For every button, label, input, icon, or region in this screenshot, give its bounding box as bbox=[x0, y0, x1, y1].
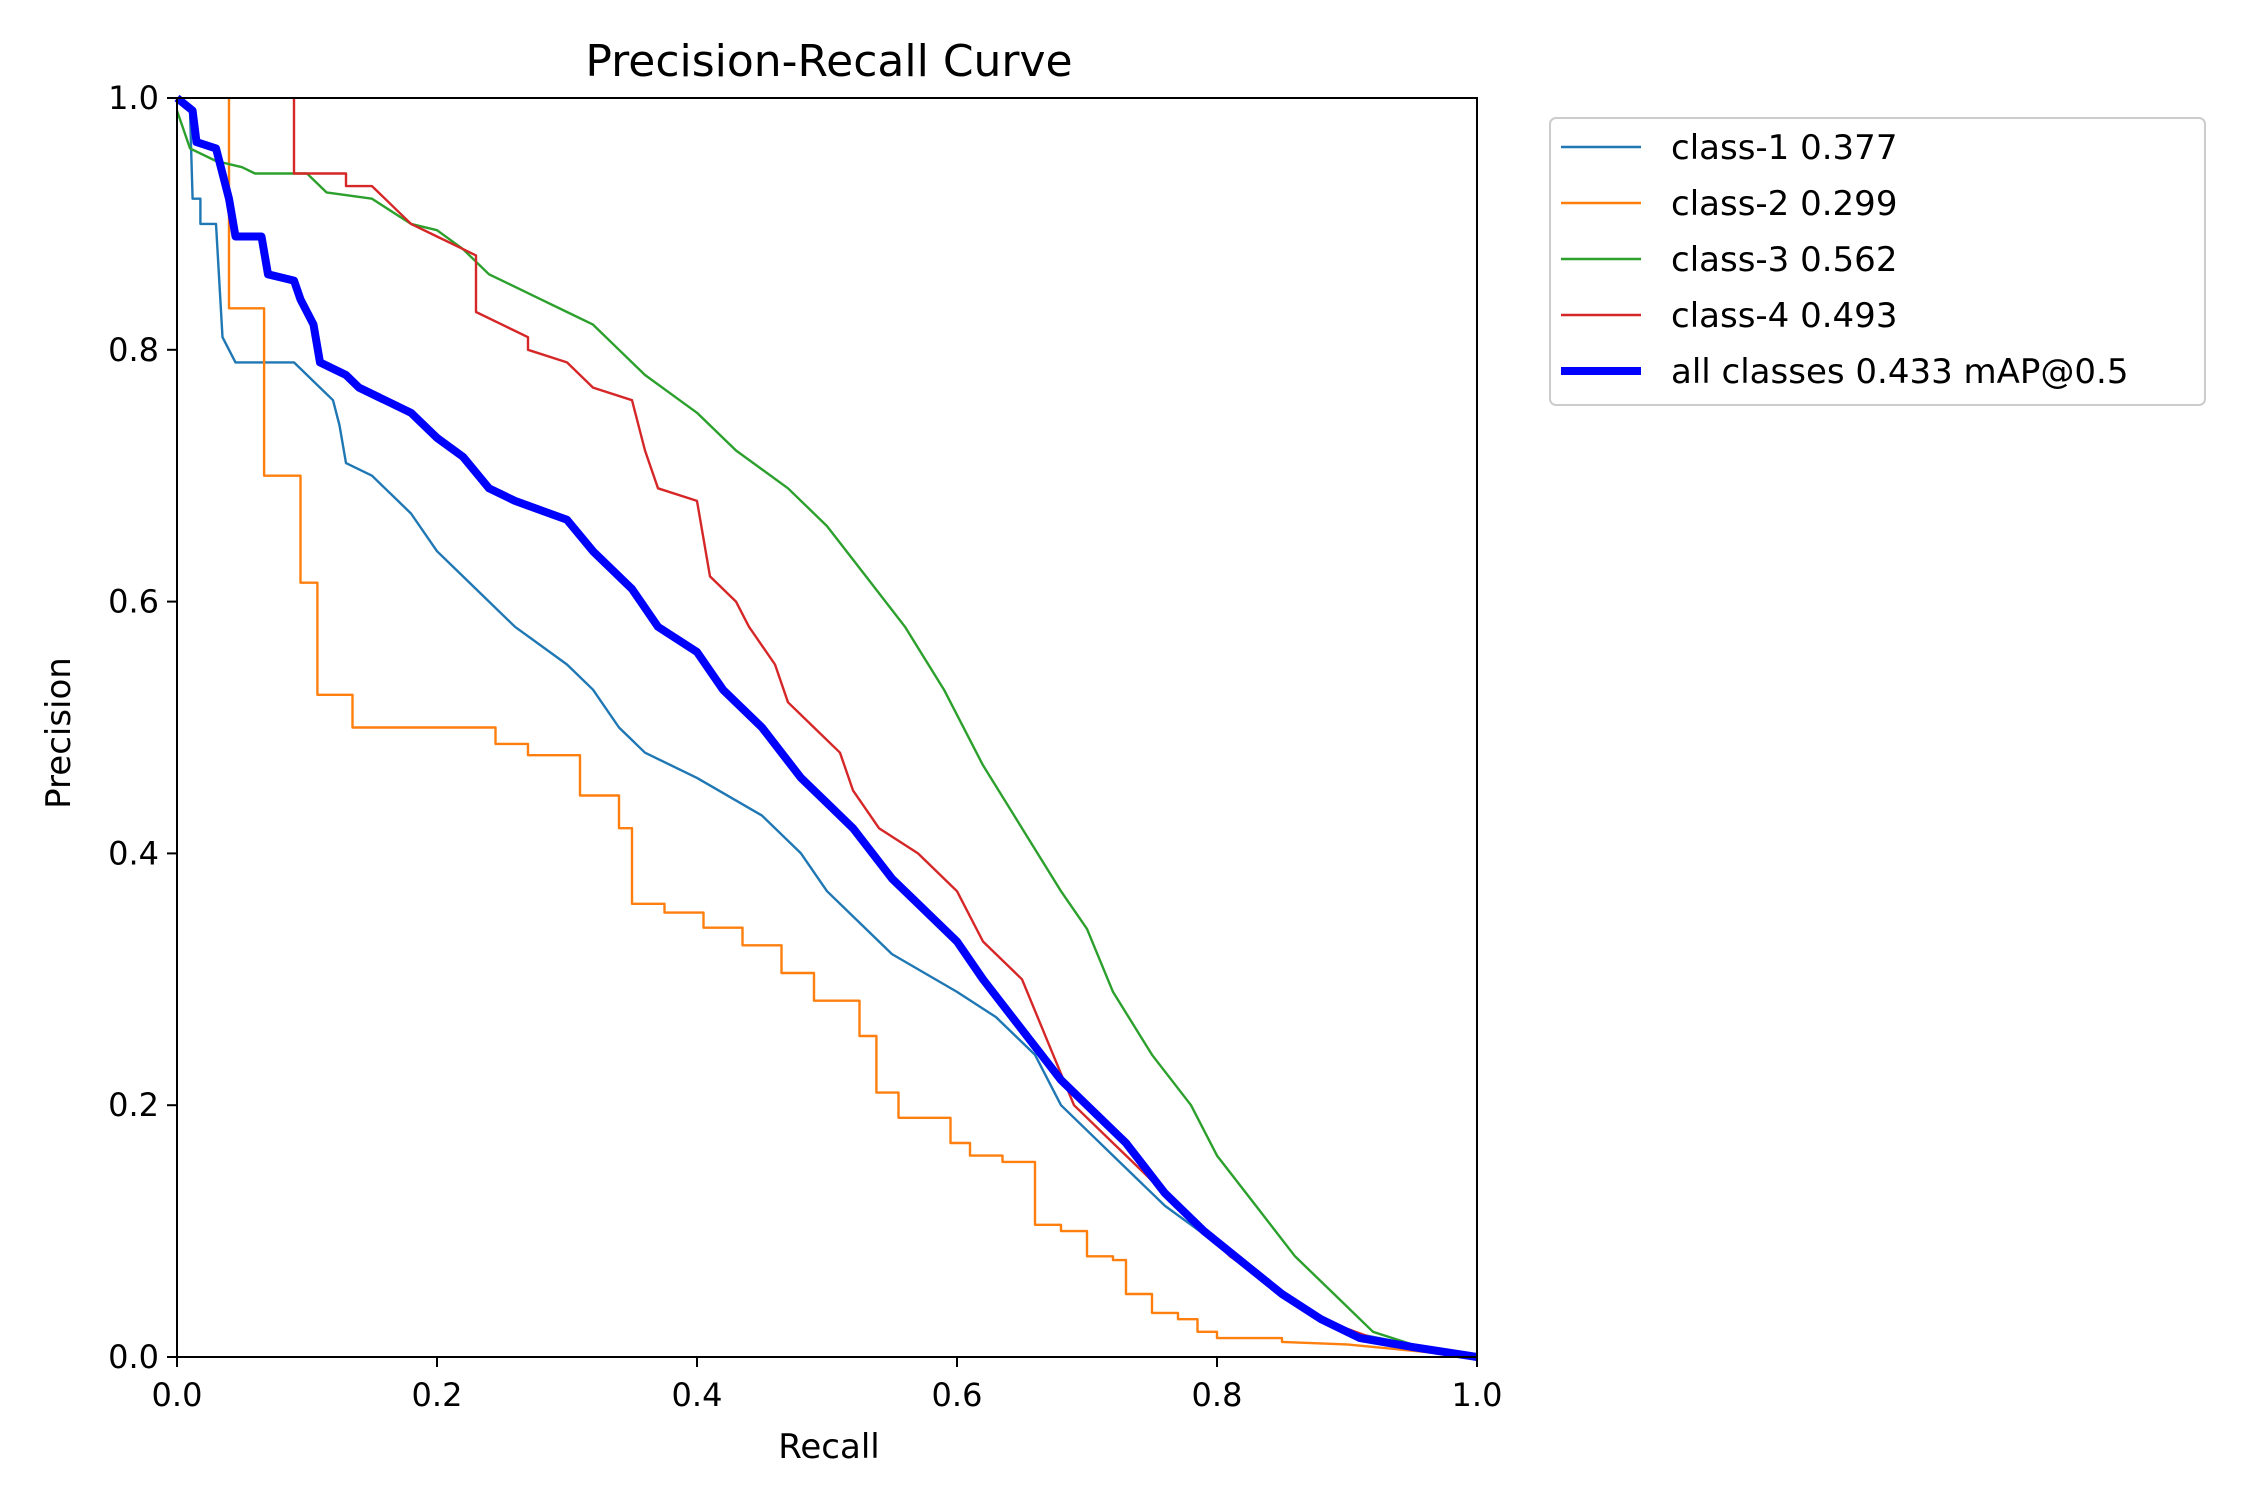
y-tick-label: 0.2 bbox=[108, 1086, 159, 1124]
legend-label-2: class-2 0.299 bbox=[1671, 184, 1897, 224]
series-line-2 bbox=[227, 98, 1478, 1359]
legend-label-4: class-4 0.493 bbox=[1671, 296, 1897, 336]
x-tick-label: 0.2 bbox=[412, 1376, 463, 1414]
x-axis-label: Recall bbox=[778, 1427, 879, 1467]
y-tick-label: 0.8 bbox=[108, 331, 159, 369]
series-line-5 bbox=[174, 94, 1478, 1361]
x-tick-label: 0.0 bbox=[152, 1376, 203, 1414]
chart-title: Precision-Recall Curve bbox=[585, 36, 1072, 87]
x-tick-label: 0.4 bbox=[672, 1376, 723, 1414]
y-tick-label: 0.6 bbox=[108, 583, 159, 621]
legend: class-1 0.377 class-2 0.299 class-3 0.562 c… bbox=[1549, 117, 2206, 406]
series-line-3 bbox=[175, 110, 1478, 1359]
y-tick-label: 1.0 bbox=[108, 79, 159, 117]
legend-label-1: class-1 0.377 bbox=[1671, 128, 1897, 168]
series-line-1 bbox=[176, 97, 1478, 1359]
y-axis-label: Precision bbox=[39, 657, 79, 809]
y-tick-label: 0.0 bbox=[108, 1338, 159, 1376]
x-tick-label: 1.0 bbox=[1452, 1376, 1503, 1414]
series-lines bbox=[174, 94, 1478, 1361]
series-line-4 bbox=[292, 98, 1478, 1359]
legend-items: class-1 0.377 class-2 0.299 class-3 0.562 c… bbox=[1561, 128, 2128, 392]
legend-label-3: class-3 0.562 bbox=[1671, 240, 1897, 280]
y-axis-ticks: 0.0 0.2 0.4 0.6 0.8 1.0 bbox=[108, 79, 177, 1376]
legend-label-5: all classes 0.433 mAP@0.5 bbox=[1671, 352, 2128, 392]
x-axis-ticks: 0.0 0.2 0.4 0.6 0.8 1.0 bbox=[152, 1357, 1503, 1414]
y-tick-label: 0.4 bbox=[108, 834, 159, 872]
x-tick-label: 0.8 bbox=[1192, 1376, 1243, 1414]
legend-box bbox=[1549, 117, 2206, 406]
plot-frame bbox=[176, 97, 1478, 1358]
x-tick-label: 0.6 bbox=[932, 1376, 983, 1414]
